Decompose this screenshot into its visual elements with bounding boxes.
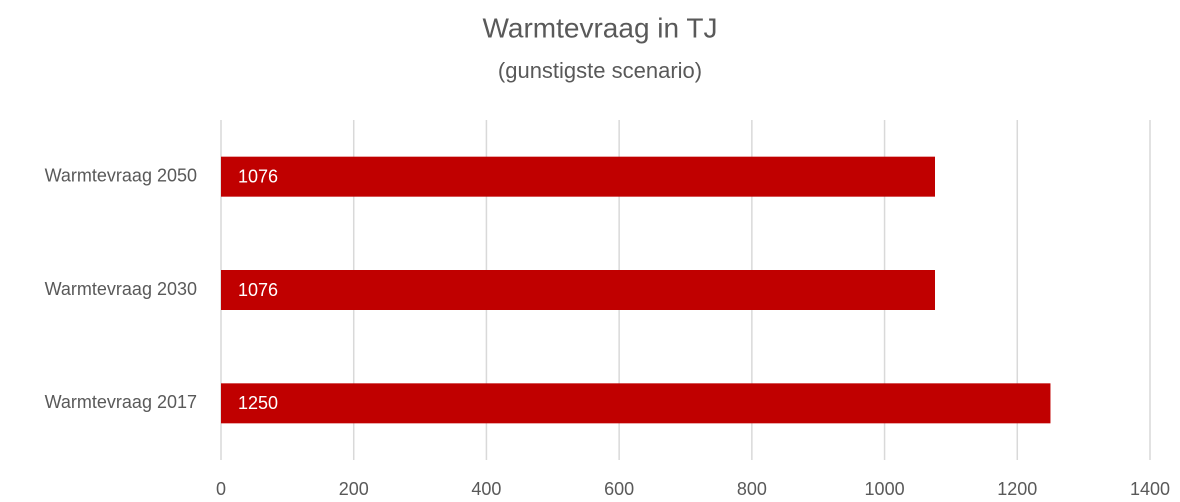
- x-tick-label: 1400: [1130, 479, 1170, 499]
- y-tick-label: Warmtevraag 2050: [45, 165, 197, 185]
- y-tick-label: Warmtevraag 2017: [45, 392, 197, 412]
- x-tick-label: 200: [339, 479, 369, 499]
- data-label: 1076: [238, 166, 278, 186]
- x-tick-label: 800: [737, 479, 767, 499]
- bar: [221, 383, 1051, 424]
- chart-subtitle: (gunstigste scenario): [498, 58, 702, 83]
- x-tick-label: 600: [604, 479, 634, 499]
- bar: [221, 156, 936, 197]
- bar: [221, 270, 936, 310]
- x-tick-label: 400: [471, 479, 501, 499]
- chart-title: Warmtevraag in TJ: [483, 12, 718, 43]
- y-tick-label: Warmtevraag 2030: [45, 279, 197, 299]
- x-tick-label: 0: [216, 479, 226, 499]
- data-label: 1250: [238, 393, 278, 413]
- x-tick-label: 1000: [865, 479, 905, 499]
- x-tick-label: 1200: [997, 479, 1037, 499]
- data-label: 1076: [238, 280, 278, 300]
